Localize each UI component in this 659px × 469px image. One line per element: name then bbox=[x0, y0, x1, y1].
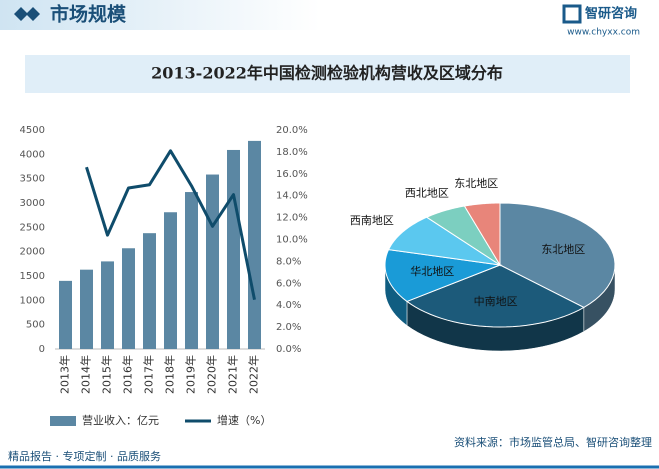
y2-tick-label: 6.0% bbox=[276, 278, 301, 289]
pie-slice bbox=[387, 216, 501, 266]
x-tick-label: 2018年 bbox=[163, 355, 177, 394]
x-tick-label: 2021年 bbox=[226, 355, 240, 394]
y-tick-label: 1000 bbox=[20, 295, 45, 306]
pie-slice bbox=[463, 202, 501, 267]
y2-tick-label: 0.0% bbox=[276, 344, 301, 355]
y-tick-label: 3500 bbox=[20, 174, 45, 185]
pie-label: 中南地区 bbox=[474, 295, 518, 308]
x-tick-label: 2016年 bbox=[121, 355, 135, 394]
x-tick-label: 2017年 bbox=[142, 355, 156, 394]
bar bbox=[164, 212, 177, 349]
y-tick-label: 3000 bbox=[20, 198, 45, 209]
y-tick-label: 4000 bbox=[20, 149, 45, 160]
header-title: 市场规模 bbox=[50, 3, 127, 26]
legend-swatch bbox=[50, 416, 76, 426]
pie-label: 华北地区 bbox=[410, 264, 454, 278]
y-tick-label: 2000 bbox=[20, 247, 45, 258]
x-tick-label: 2013年 bbox=[58, 355, 72, 394]
y-tick-label: 0 bbox=[39, 344, 45, 355]
y-tick-label: 2500 bbox=[20, 222, 45, 233]
pie-slice bbox=[499, 202, 616, 309]
pie-label: 东北地区 bbox=[454, 177, 498, 190]
footer-source: 资料来源：市场监管总局、智研咨询整理 bbox=[454, 435, 652, 449]
x-tick-label: 2014年 bbox=[79, 355, 93, 394]
brand-logo bbox=[562, 4, 582, 24]
bar bbox=[143, 233, 156, 349]
header-icon bbox=[14, 7, 40, 21]
line bbox=[85, 149, 256, 301]
bar bbox=[185, 192, 198, 349]
y2-tick-label: 12.0% bbox=[276, 213, 308, 224]
y-tick-label: 500 bbox=[26, 320, 45, 331]
bar bbox=[206, 174, 219, 349]
pie-slice bbox=[425, 205, 501, 266]
brand-name: 智研咨询 bbox=[585, 6, 637, 22]
x-tick-label: 2020年 bbox=[205, 355, 219, 394]
x-tick-label: 2022年 bbox=[247, 355, 261, 394]
y2-tick-label: 10.0% bbox=[276, 235, 308, 246]
bar bbox=[248, 140, 261, 349]
footer-slogan: 精品报告 · 专项定制 · 品质服务 bbox=[8, 449, 161, 463]
pie-label: 东北地区 bbox=[541, 243, 585, 256]
chart-title: 2013-2022年中国检测检验机构营收及区域分布 bbox=[151, 64, 503, 83]
pie-label: 西北地区 bbox=[405, 186, 449, 199]
y2-tick-label: 16.0% bbox=[276, 169, 308, 180]
y2-tick-label: 2.0% bbox=[276, 322, 301, 333]
bar bbox=[80, 269, 93, 349]
bar bbox=[227, 149, 240, 349]
y2-tick-label: 14.0% bbox=[276, 191, 308, 202]
brand-url: www.chyxx.com bbox=[567, 28, 640, 38]
title-banner bbox=[25, 55, 630, 93]
bar bbox=[122, 248, 135, 349]
legend-label: 增速（%） bbox=[217, 413, 271, 427]
pie-label: 西南地区 bbox=[350, 214, 394, 227]
y2-tick-label: 20.0% bbox=[276, 125, 308, 136]
header-bar bbox=[0, 0, 320, 30]
y2-tick-label: 8.0% bbox=[276, 256, 301, 267]
bar bbox=[59, 280, 72, 349]
y2-tick-label: 4.0% bbox=[276, 300, 301, 311]
legend-label: 营业收入：亿元 bbox=[82, 413, 159, 427]
x-tick-label: 2015年 bbox=[100, 355, 114, 394]
pie-slice bbox=[405, 264, 585, 328]
y-tick-label: 4500 bbox=[20, 125, 45, 136]
x-tick-label: 2019年 bbox=[184, 355, 198, 394]
pie-slice bbox=[384, 249, 502, 303]
bar bbox=[101, 261, 114, 349]
y-tick-label: 1500 bbox=[20, 271, 45, 282]
y2-tick-label: 18.0% bbox=[276, 147, 308, 158]
